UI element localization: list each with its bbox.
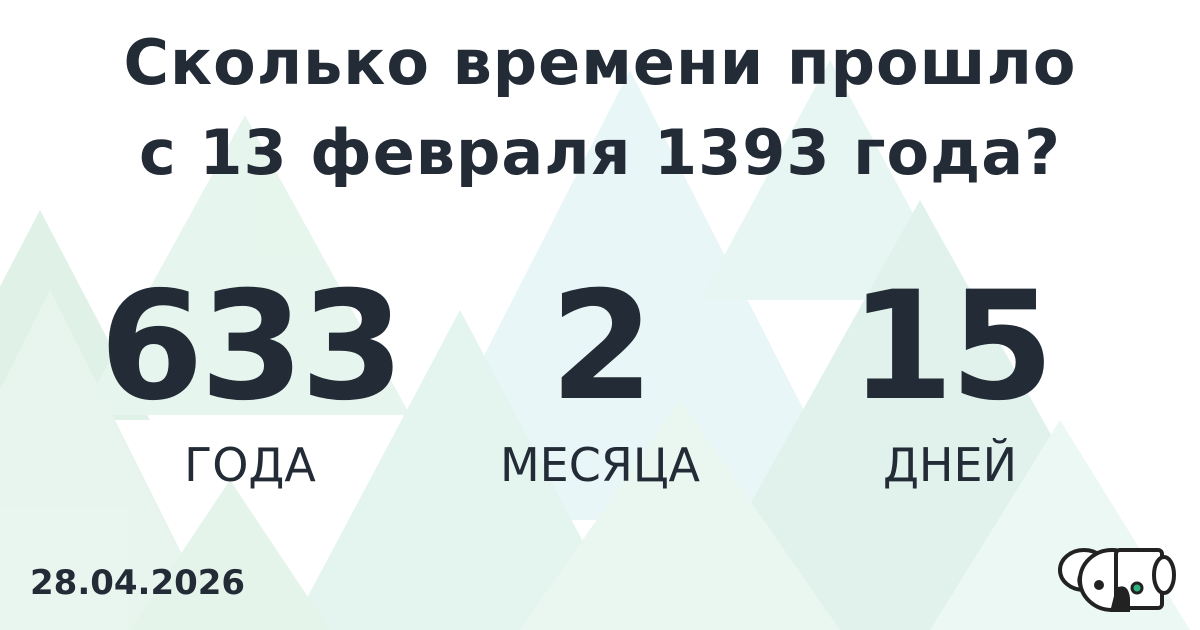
years-label: ГОДА — [184, 438, 316, 492]
months-value: 2 — [549, 260, 654, 434]
koala-robot-logo-icon — [1058, 548, 1176, 612]
days-value: 15 — [849, 260, 1055, 434]
page-title-line-1: Сколько времени прошло — [123, 26, 1077, 99]
years-value: 633 — [99, 260, 404, 434]
months-label: МЕСЯЦА — [499, 438, 700, 492]
page-title-line-2: с 13 февраля 1393 года? — [138, 116, 1062, 189]
current-date: 28.04.2026 — [30, 563, 246, 603]
days-label: ДНЕЙ — [882, 438, 1017, 492]
